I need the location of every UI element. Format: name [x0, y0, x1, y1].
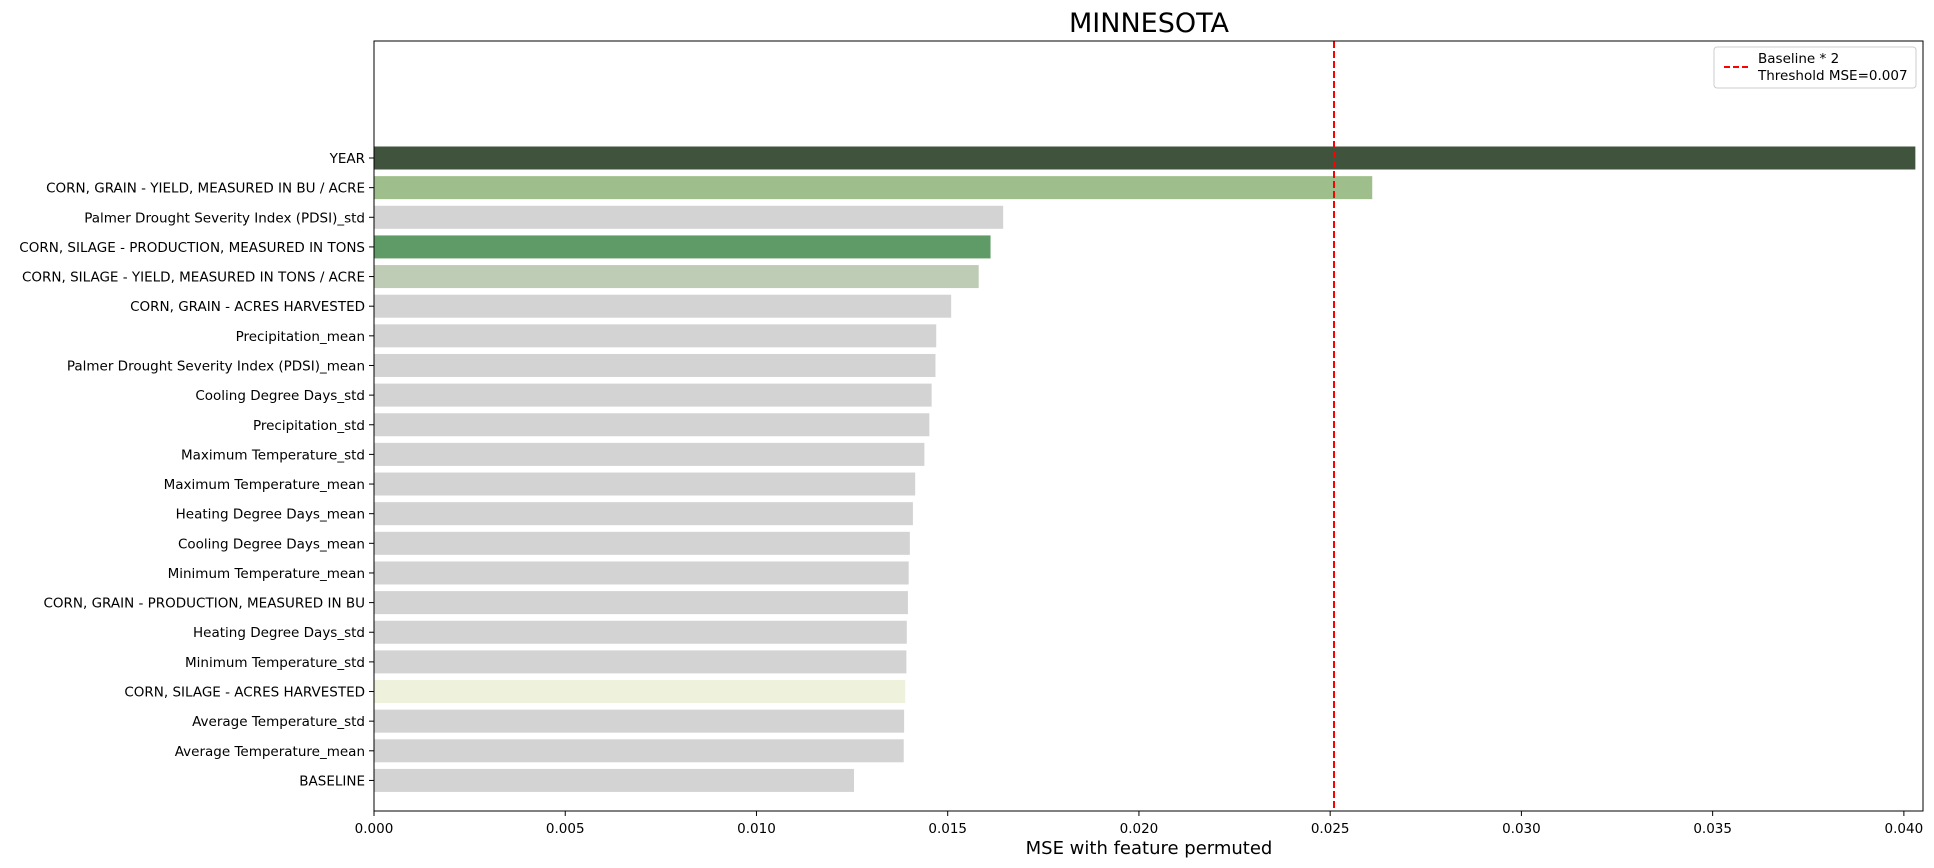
bar: [374, 709, 905, 733]
x-tick-label: 0.040: [1885, 821, 1924, 837]
bar: [374, 176, 1373, 200]
category-labels: YEAR CORN, GRAIN - YIELD, MEASURED IN BU …: [19, 151, 374, 789]
category-label: Heating Degree Days_mean: [176, 507, 365, 523]
bar: [374, 680, 906, 704]
category-label: CORN, GRAIN - ACRES HARVESTED: [130, 299, 365, 315]
bar: [374, 502, 913, 526]
category-label: Palmer Drought Severity Index (PDSI)_std: [84, 210, 365, 226]
legend-box: [1713, 46, 1917, 89]
category-label: CORN, SILAGE - ACRES HARVESTED: [124, 685, 365, 701]
x-tick-label: 0.000: [355, 821, 394, 837]
bar: [374, 294, 952, 318]
bar: [374, 324, 937, 348]
bar: [374, 561, 909, 585]
x-tick-label: 0.025: [1311, 821, 1350, 837]
category-label: CORN, SILAGE - YIELD, MEASURED IN TONS /…: [22, 270, 365, 286]
bars-group: [374, 146, 1916, 792]
category-label: CORN, SILAGE - PRODUCTION, MEASURED IN T…: [19, 240, 365, 256]
bar: [374, 353, 936, 377]
category-label: Average Temperature_std: [192, 714, 365, 730]
chart-title: MINNESOTA: [1069, 8, 1229, 39]
category-label: Heating Degree Days_std: [193, 625, 365, 641]
category-label: Maximum Temperature_mean: [164, 477, 365, 493]
plot-frame: [373, 40, 1924, 812]
category-label: Precipitation_mean: [236, 329, 365, 345]
x-tick-label: 0.015: [928, 821, 967, 837]
bar: [374, 235, 991, 259]
bar: [374, 265, 979, 289]
bar: [374, 650, 907, 674]
category-label: Minimum Temperature_std: [185, 655, 365, 671]
bar: [374, 739, 904, 763]
bar: [374, 205, 1004, 229]
category-label: CORN, GRAIN - YIELD, MEASURED IN BU / AC…: [46, 181, 365, 197]
bar: [374, 442, 925, 466]
bar: [374, 591, 908, 615]
category-label: Precipitation_std: [253, 418, 365, 434]
x-tick-label: 0.020: [1120, 821, 1159, 837]
category-label: Maximum Temperature_std: [181, 447, 365, 463]
x-tick-label: 0.030: [1502, 821, 1541, 837]
bar: [374, 146, 1916, 170]
bar: [374, 383, 932, 407]
x-axis-title: MSE with feature permuted: [1026, 838, 1273, 859]
bar: [374, 413, 930, 437]
category-label: Cooling Degree Days_std: [195, 388, 365, 404]
x-tick-label: 0.010: [737, 821, 776, 837]
bar: [374, 472, 916, 496]
category-label: CORN, GRAIN - PRODUCTION, MEASURED IN BU: [43, 596, 365, 612]
legend: Baseline * 2 Threshold MSE=0.007: [1713, 46, 1917, 89]
x-axis-ticks: 0.000 0.005 0.010 0.015 0.020 0.025 0.030 0.035…: [355, 811, 1924, 837]
category-label: Minimum Temperature_mean: [168, 566, 365, 582]
category-label: YEAR: [329, 151, 365, 167]
x-tick-label: 0.035: [1693, 821, 1732, 837]
category-label: Cooling Degree Days_mean: [178, 536, 365, 552]
legend-label-line2: Threshold MSE=0.007: [1757, 68, 1908, 84]
bar: [374, 768, 854, 792]
x-tick-label: 0.005: [546, 821, 585, 837]
category-label: Palmer Drought Severity Index (PDSI)_mea…: [67, 358, 365, 374]
bar: [374, 531, 910, 555]
category-label: Average Temperature_mean: [175, 744, 365, 760]
category-label: BASELINE: [299, 773, 365, 789]
bar: [374, 620, 907, 644]
legend-label-line1: Baseline * 2: [1758, 51, 1839, 67]
